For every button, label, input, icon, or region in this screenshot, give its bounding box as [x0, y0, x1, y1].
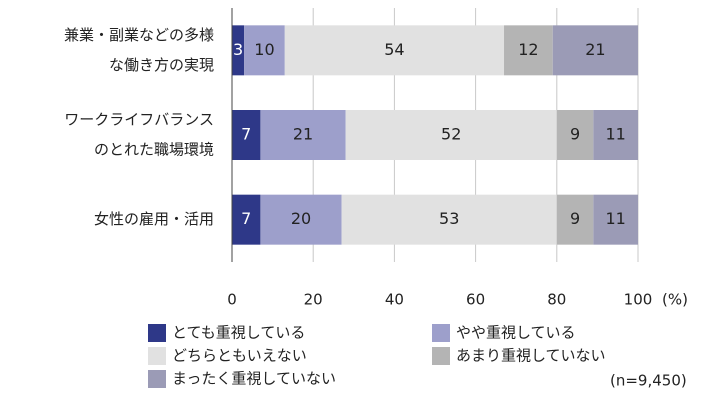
value-label: 11: [605, 209, 625, 228]
bar-segment: [345, 110, 557, 160]
bar-segment: [232, 194, 261, 245]
bar-segment: [556, 194, 594, 245]
legend-swatch: [432, 347, 450, 365]
legend-label: まったく重視していない: [172, 370, 336, 388]
value-label: 7: [241, 209, 251, 228]
value-label: 21: [293, 125, 313, 144]
value-label: 7: [241, 125, 251, 144]
bar-segment: [260, 194, 342, 245]
bar-segment: [232, 110, 261, 160]
x-tick-label: 20: [304, 291, 323, 309]
y-tick-label: のとれた職場環境: [94, 141, 214, 159]
x-tick-label: 40: [385, 291, 404, 309]
x-tick-label: 80: [547, 291, 566, 309]
value-label: 3: [233, 40, 243, 59]
bar-segment: [244, 25, 285, 76]
value-label: 53: [439, 209, 459, 228]
legend-label: とても重視している: [172, 324, 305, 342]
x-tick-label: 100: [624, 291, 653, 309]
legend-label: あまり重視していない: [456, 347, 606, 365]
value-label: 11: [605, 125, 625, 144]
value-label: 10: [254, 40, 274, 59]
bar-segment: [504, 25, 553, 76]
y-tick-label: ワークライフバランス: [64, 111, 214, 129]
legend-swatch: [148, 370, 166, 388]
legend-swatch: [148, 324, 166, 342]
value-label: 9: [570, 125, 580, 144]
sample-note: (n=9,450): [610, 372, 687, 390]
bar-segment: [284, 25, 505, 76]
value-label: 20: [291, 209, 311, 228]
value-label: 12: [518, 40, 538, 59]
bar-segment: [260, 110, 346, 160]
bar-segment: [341, 194, 557, 245]
value-label: 54: [384, 40, 404, 59]
bar-segment: [593, 194, 638, 245]
value-label: 9: [570, 209, 580, 228]
y-tick-label: な働き方の実現: [109, 56, 214, 74]
y-tick-label: 女性の雇用・活用: [94, 210, 214, 228]
legend-swatch: [432, 324, 450, 342]
bar-segment: [593, 110, 638, 160]
x-tick-label: 60: [466, 291, 485, 309]
x-axis-label: (%): [662, 291, 688, 309]
value-label: 21: [585, 40, 605, 59]
legend-swatch: [148, 347, 166, 365]
legend-label: どちらともいえない: [172, 347, 307, 365]
value-label: 52: [441, 125, 461, 144]
y-tick-label: 兼業・副業などの多様: [64, 26, 214, 44]
bar-segment: [232, 25, 245, 76]
bar-segment: [556, 110, 594, 160]
legend-label: やや重視している: [456, 324, 576, 342]
bar-segment: [552, 25, 638, 76]
x-tick-label: 0: [227, 291, 237, 309]
